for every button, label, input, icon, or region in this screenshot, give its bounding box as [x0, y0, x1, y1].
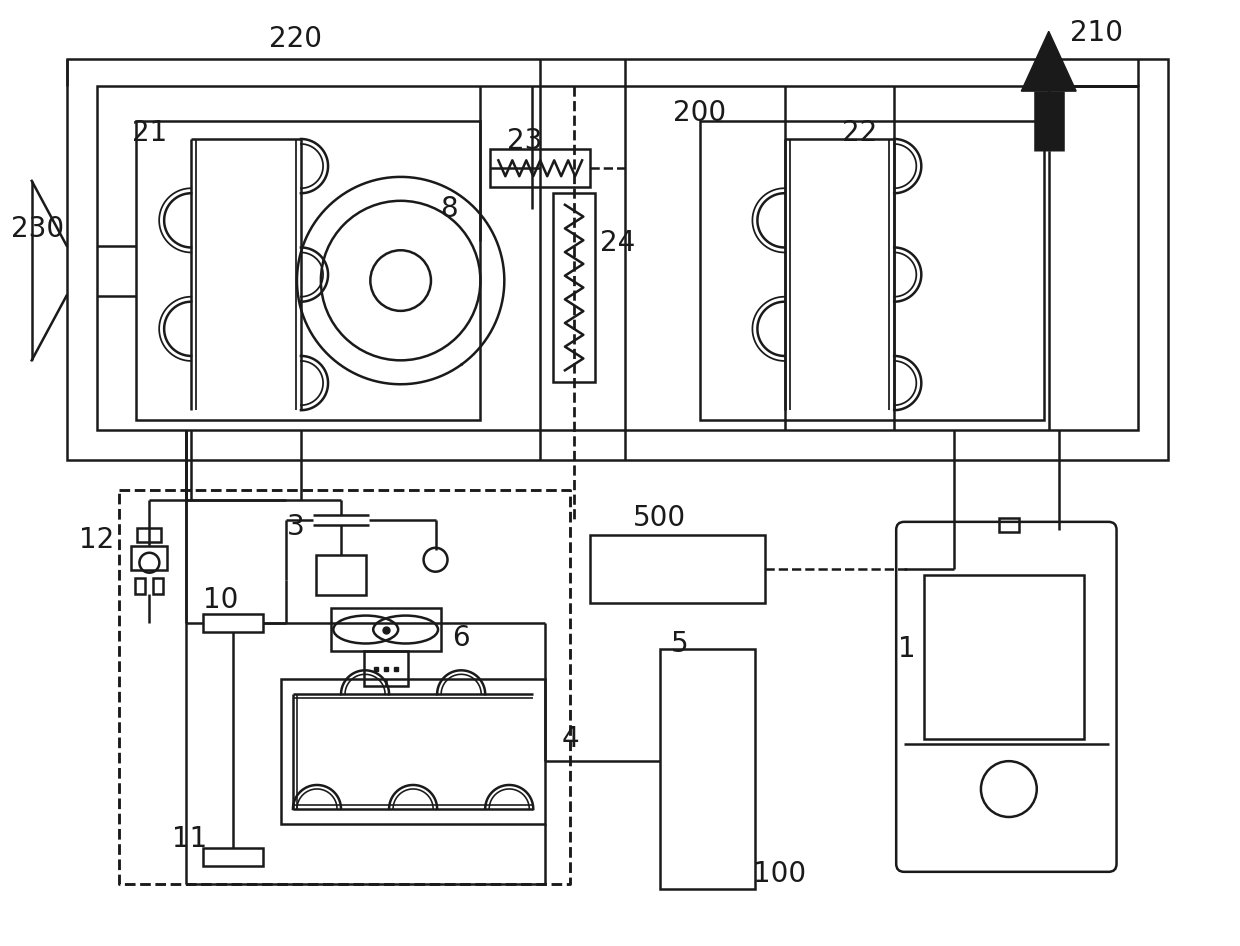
- Text: 500: 500: [634, 504, 687, 532]
- Text: 100: 100: [753, 860, 806, 887]
- Text: 230: 230: [11, 215, 64, 243]
- Bar: [131, 546, 167, 569]
- Text: 1: 1: [898, 636, 916, 663]
- Bar: [67, 60, 1168, 460]
- Bar: [136, 121, 480, 420]
- Bar: [281, 679, 546, 824]
- Text: 6: 6: [451, 623, 469, 652]
- Bar: [203, 848, 263, 866]
- Bar: [138, 528, 161, 542]
- Bar: [203, 614, 263, 632]
- Text: 11: 11: [171, 825, 207, 853]
- Text: 4: 4: [562, 726, 579, 753]
- Text: 200: 200: [673, 99, 727, 127]
- Bar: [553, 193, 595, 382]
- Text: 22: 22: [842, 119, 877, 147]
- Bar: [135, 578, 145, 594]
- Polygon shape: [1022, 31, 1076, 91]
- Text: 8: 8: [440, 195, 458, 222]
- Bar: [490, 149, 590, 187]
- Bar: [999, 517, 1019, 532]
- Bar: [316, 554, 366, 595]
- Bar: [660, 650, 755, 889]
- Bar: [97, 86, 1138, 430]
- Text: 220: 220: [269, 26, 322, 53]
- Bar: [699, 121, 1044, 420]
- Text: 210: 210: [1070, 19, 1123, 47]
- Text: 24: 24: [600, 229, 636, 256]
- Bar: [331, 607, 440, 652]
- Bar: [924, 575, 1084, 739]
- Text: 21: 21: [131, 119, 167, 147]
- Text: 10: 10: [203, 586, 239, 614]
- Bar: [590, 534, 765, 603]
- Text: 3: 3: [288, 513, 305, 541]
- Text: 12: 12: [79, 526, 114, 553]
- Text: 23: 23: [507, 127, 542, 155]
- Bar: [154, 578, 164, 594]
- Bar: [363, 652, 408, 687]
- Text: 5: 5: [671, 630, 688, 658]
